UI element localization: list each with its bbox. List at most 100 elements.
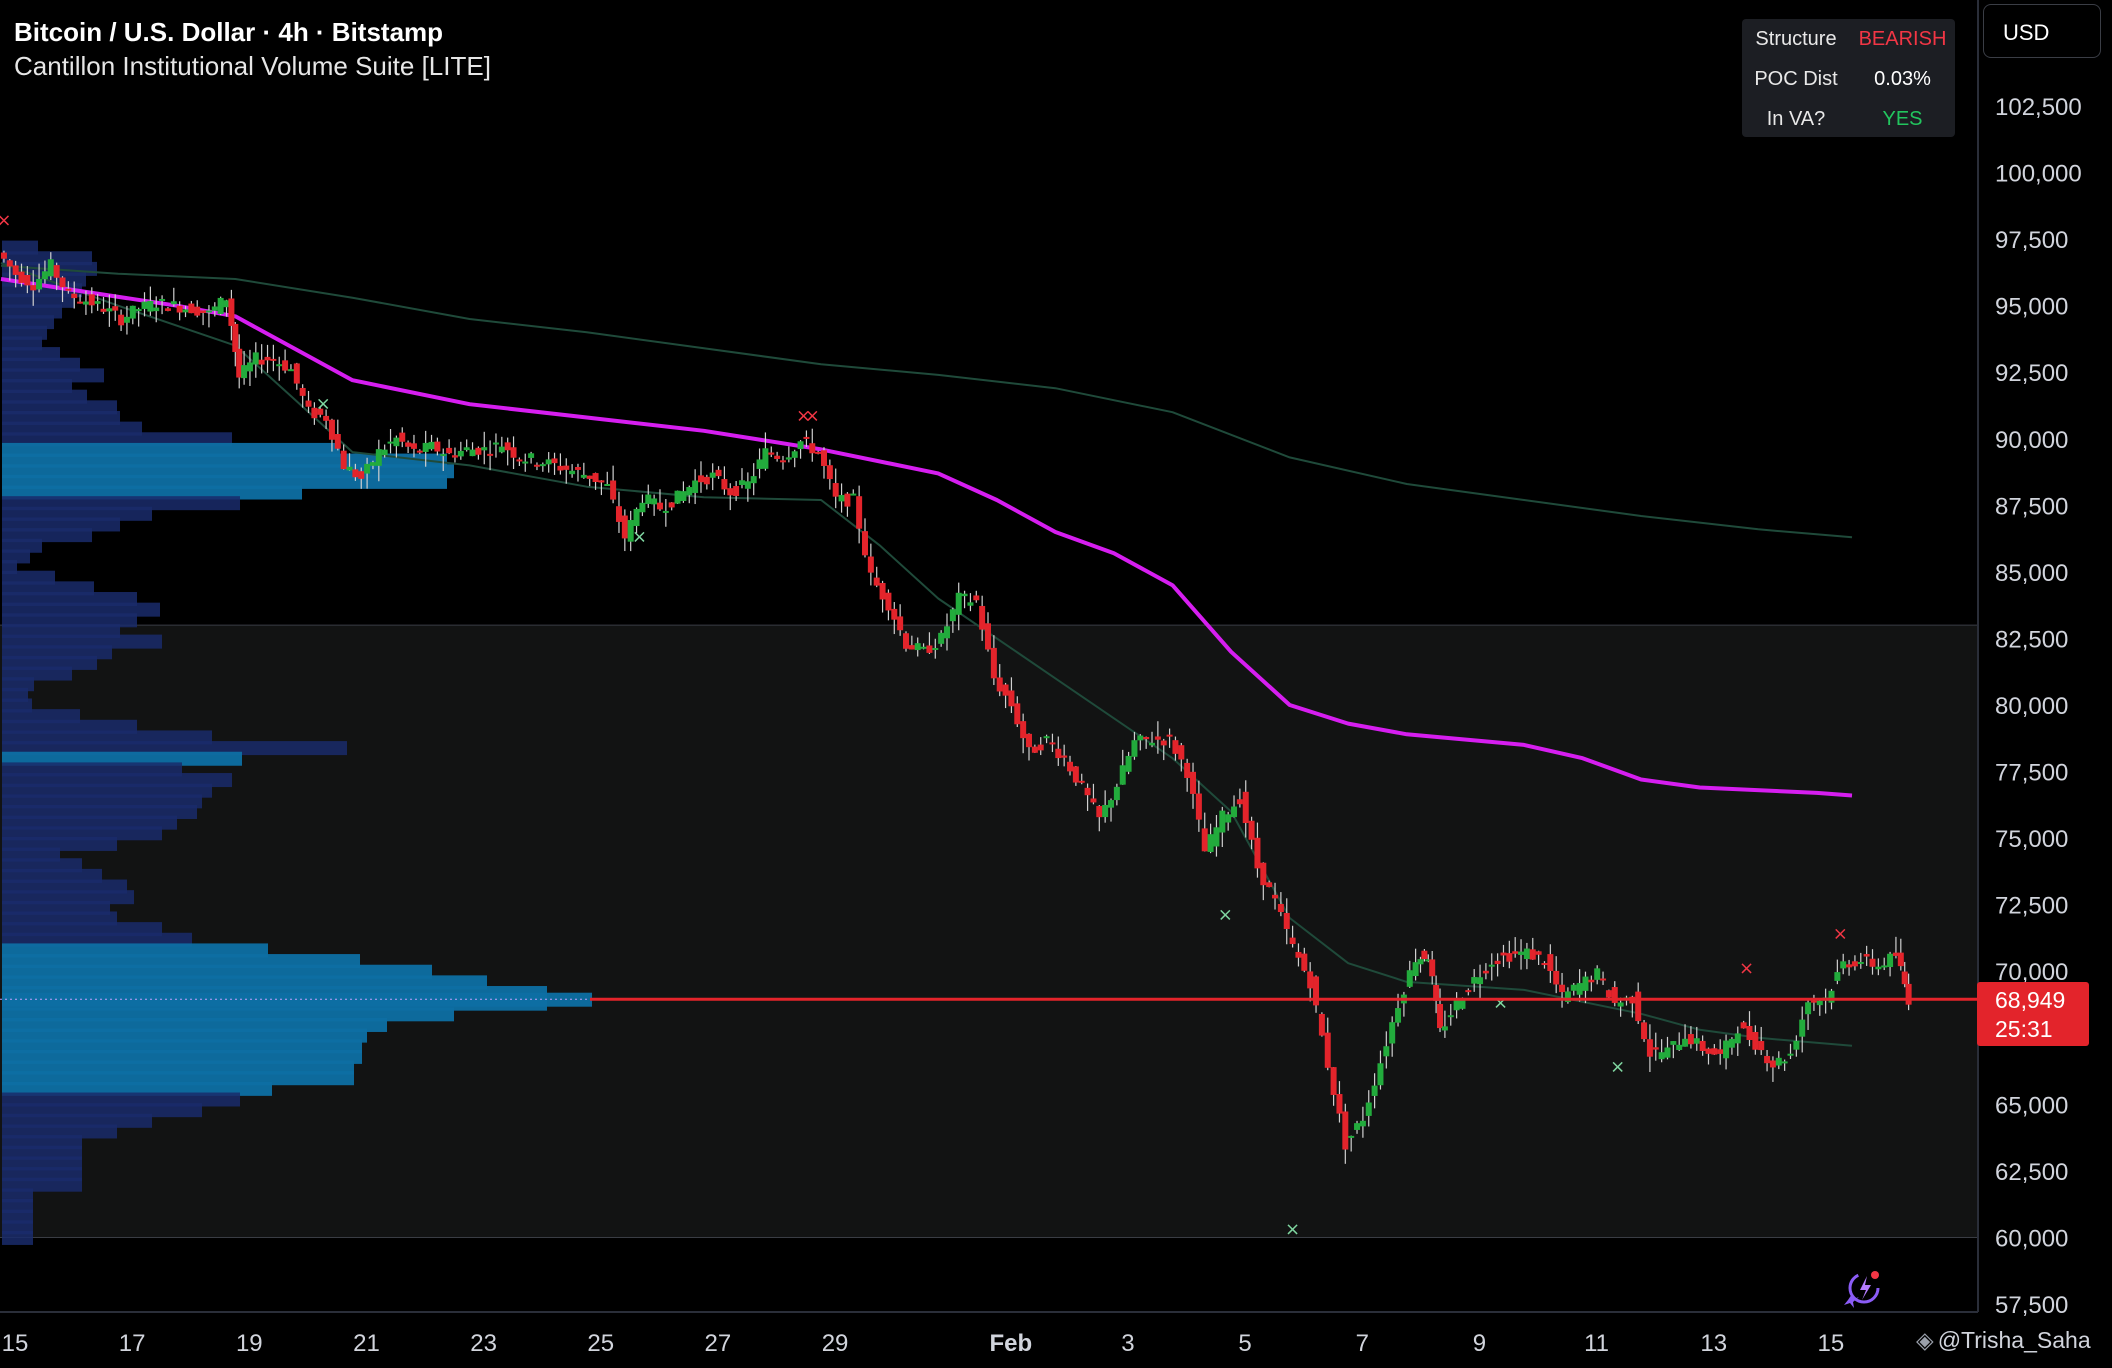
candle-body	[932, 648, 939, 651]
volume-profile-bar	[2, 528, 92, 543]
time-axis-label: 5	[1238, 1330, 1251, 1357]
candle-body	[1834, 972, 1841, 981]
candle-body	[153, 307, 160, 312]
candle-body	[1096, 806, 1103, 818]
candle-body	[129, 305, 136, 319]
candle-body	[41, 271, 48, 280]
candle-body	[1119, 765, 1126, 785]
candle-body	[1875, 966, 1882, 970]
volume-profile-bar	[2, 773, 232, 788]
candle-body	[1190, 771, 1197, 794]
candle-body	[1887, 953, 1894, 968]
candle-body	[24, 274, 31, 286]
candle-body	[188, 303, 195, 314]
volume-profile-bar	[2, 741, 347, 756]
candle-body	[1705, 1048, 1712, 1054]
candle-body	[1178, 745, 1185, 760]
time-axis-label: 3	[1121, 1330, 1134, 1357]
candle-body	[1207, 834, 1214, 852]
volume-profile-bar	[2, 1167, 82, 1182]
candle-body	[77, 301, 84, 304]
candle-body	[457, 450, 464, 457]
volume-profile-bar	[2, 442, 340, 457]
candle-body	[358, 471, 365, 479]
stats-value: BEARISH	[1858, 28, 1947, 50]
volume-profile-bar	[2, 879, 127, 894]
candle-body	[1412, 962, 1419, 977]
candle-body	[627, 520, 634, 542]
candle-body	[1857, 961, 1864, 964]
candle-body	[832, 483, 839, 497]
candle-body	[1781, 1061, 1788, 1064]
candle-body	[820, 450, 827, 467]
candle-body	[1184, 762, 1191, 778]
candle-body	[1014, 703, 1021, 725]
price-axis-label: 57,500	[1995, 1292, 2068, 1319]
indicator-name[interactable]: Cantillon Institutional Volume Suite [LI…	[14, 51, 491, 81]
candle-body	[47, 259, 54, 277]
time-axis-label: 9	[1473, 1330, 1486, 1357]
candle-body	[65, 288, 72, 291]
candle-body	[258, 359, 265, 365]
volume-profile-bar	[2, 1145, 82, 1160]
candle-body	[1433, 984, 1440, 1001]
candle-body	[1395, 1008, 1402, 1023]
time-axis-label: 29	[822, 1330, 849, 1357]
candle-body	[1242, 791, 1249, 824]
candle-body	[1031, 746, 1038, 753]
candle-body	[697, 475, 704, 483]
author-attribution[interactable]: ◈ @Trisha_Saha	[1916, 1327, 2091, 1354]
candle-body	[674, 490, 681, 504]
volume-profile-bar	[2, 804, 197, 819]
volume-profile-bar	[2, 975, 487, 990]
candle-body	[323, 415, 330, 421]
candle-body	[668, 502, 675, 508]
chart-header: Bitcoin / U.S. Dollar · 4h · Bitstamp Ca…	[14, 14, 491, 82]
candle-body	[1799, 1019, 1806, 1037]
candle-body	[1670, 1041, 1677, 1045]
candle-body	[463, 447, 470, 451]
candle-body	[1429, 959, 1436, 977]
volume-profile-bar	[2, 932, 192, 947]
candle-body	[1775, 1057, 1782, 1066]
tradingview-assistant-icon[interactable]	[1840, 1266, 1884, 1310]
candle-body	[1421, 950, 1428, 959]
candle-body	[733, 486, 740, 496]
candle-body	[1723, 1040, 1730, 1059]
currency-button[interactable]: USD	[1983, 4, 2101, 58]
candle-body	[826, 465, 833, 480]
candle-body	[94, 301, 101, 304]
candle-body	[1488, 964, 1495, 967]
volume-profile-bar	[2, 645, 112, 660]
candle-body	[1740, 1022, 1747, 1029]
candle-body	[141, 301, 148, 309]
candle-body	[1354, 1123, 1361, 1130]
symbol-title[interactable]: Bitcoin / U.S. Dollar · 4h · Bitstamp	[14, 17, 444, 47]
volume-profile-bar	[2, 964, 432, 979]
candle-body	[510, 447, 517, 458]
price-axis-label: 97,500	[1995, 227, 2068, 254]
candle-body	[944, 626, 951, 639]
candle-body	[1166, 734, 1173, 737]
candle-body	[416, 450, 423, 453]
candle-body	[1500, 952, 1507, 956]
candle-body	[598, 480, 605, 483]
candle-body	[908, 645, 915, 650]
volume-profile-bar	[2, 570, 55, 585]
candle-body	[1846, 964, 1853, 968]
candle-body	[1277, 904, 1284, 913]
candle-body	[1330, 1067, 1337, 1095]
candle-body	[1793, 1040, 1800, 1050]
candle-body	[785, 457, 792, 460]
candle-body	[1108, 800, 1115, 808]
candle-body	[768, 452, 775, 455]
candle-body	[656, 502, 663, 510]
candle-body	[1465, 990, 1472, 993]
candle-body	[1559, 984, 1566, 993]
price-axis-label: 100,000	[1995, 161, 2082, 188]
candle-body	[1371, 1085, 1378, 1096]
candle-body	[545, 459, 552, 465]
candle-body	[1342, 1111, 1349, 1150]
volume-profile-bar	[2, 293, 75, 308]
